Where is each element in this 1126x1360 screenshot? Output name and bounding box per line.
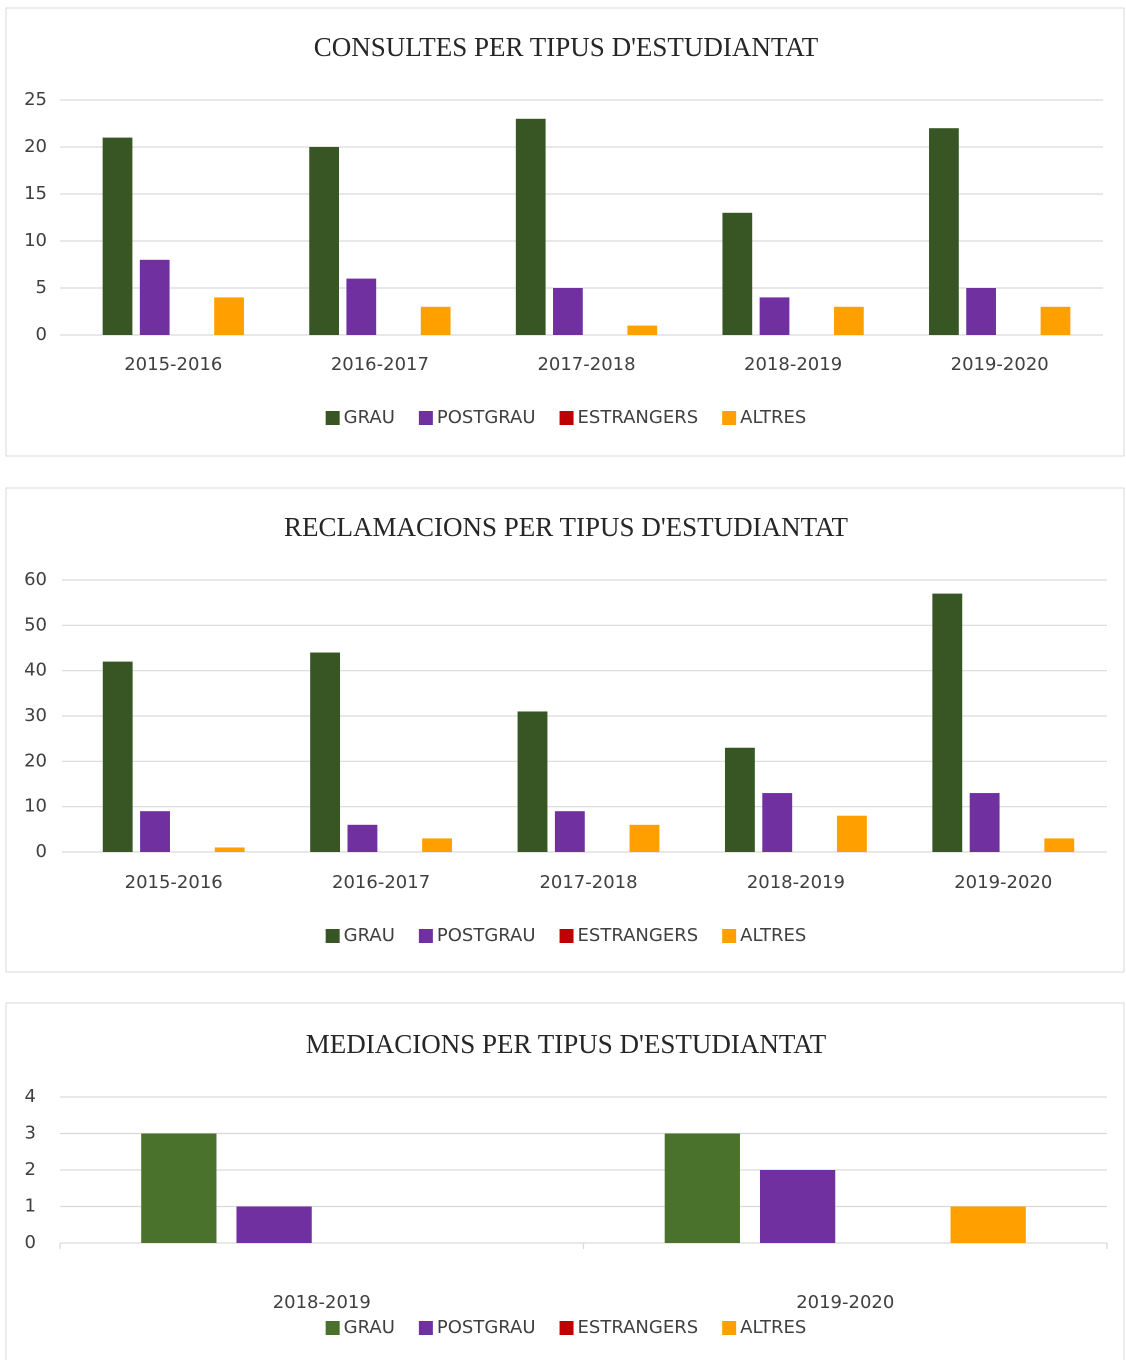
- x-tick-label: 2019-2020: [796, 1292, 894, 1313]
- legend-label: ALTRES: [740, 407, 806, 428]
- bar: [834, 306, 864, 335]
- y-tick-label: 40: [24, 660, 47, 681]
- y-tick-label: 0: [36, 324, 47, 345]
- y-tick-label: 25: [24, 89, 47, 110]
- legend-swatch: [559, 411, 574, 425]
- chart-title: CONSULTES PER TIPUS D'ESTUDIANTAT: [314, 32, 819, 62]
- y-tick-label: 2: [25, 1159, 36, 1180]
- bar: [966, 288, 996, 335]
- bar: [627, 325, 658, 335]
- bar: [517, 711, 548, 852]
- legend-swatch: [418, 1321, 433, 1335]
- y-tick-label: 60: [24, 569, 47, 590]
- y-tick-label: 50: [24, 614, 47, 635]
- chart-frame: [5, 7, 1125, 457]
- x-tick-label: 2018-2019: [273, 1292, 371, 1313]
- x-tick-label: 2015-2016: [124, 354, 222, 375]
- legend-swatch: [722, 1321, 737, 1335]
- bar: [969, 793, 1000, 852]
- legend-label: ESTRANGERS: [578, 1317, 699, 1338]
- legend-label: POSTGRAU: [437, 407, 536, 428]
- y-tick-label: 15: [24, 183, 47, 204]
- bar: [515, 118, 546, 335]
- bar: [762, 793, 793, 852]
- legend-label: POSTGRAU: [437, 925, 536, 946]
- x-tick-label: 2018-2019: [747, 872, 845, 893]
- bar: [347, 824, 378, 852]
- chart-title: RECLAMACIONS PER TIPUS D'ESTUDIANTAT: [284, 512, 849, 542]
- x-tick-label: 2016-2017: [331, 354, 429, 375]
- x-tick-label: 2017-2018: [537, 354, 635, 375]
- legend-label: POSTGRAU: [437, 1317, 536, 1338]
- bar: [102, 137, 133, 335]
- y-tick-label: 10: [24, 796, 47, 817]
- bar: [422, 838, 453, 852]
- bar: [836, 815, 867, 852]
- legend-label: GRAU: [344, 1317, 395, 1338]
- bar: [664, 1133, 740, 1243]
- bar: [629, 824, 660, 852]
- y-tick-label: 20: [24, 750, 47, 771]
- legend-label: ALTRES: [740, 925, 806, 946]
- chart-frame: [5, 487, 1125, 973]
- bar: [932, 593, 963, 852]
- y-tick-label: 10: [24, 230, 47, 251]
- chart-title: MEDIACIONS PER TIPUS D'ESTUDIANTAT: [306, 1029, 827, 1059]
- legend-swatch: [722, 411, 737, 425]
- legend-swatch: [722, 929, 737, 943]
- chart-frame: [5, 1002, 1125, 1360]
- legend-swatch: [559, 1321, 574, 1335]
- x-tick-label: 2019-2020: [951, 354, 1049, 375]
- legend-swatch: [559, 929, 574, 943]
- x-tick-label: 2017-2018: [539, 872, 637, 893]
- legend-label: GRAU: [344, 925, 395, 946]
- legend-label: ESTRANGERS: [578, 407, 699, 428]
- bar: [553, 288, 583, 335]
- bar: [102, 661, 133, 852]
- legend-swatch: [418, 411, 433, 425]
- y-tick-label: 1: [25, 1196, 36, 1217]
- bar: [140, 811, 170, 852]
- bar: [722, 212, 753, 335]
- bar: [309, 147, 339, 335]
- x-tick-label: 2019-2020: [954, 872, 1052, 893]
- bar: [759, 297, 790, 335]
- bar: [141, 1133, 217, 1243]
- legend-swatch: [325, 411, 340, 425]
- legend-label: GRAU: [344, 407, 395, 428]
- x-tick-label: 2016-2017: [332, 872, 430, 893]
- bar: [929, 128, 959, 335]
- legend-label: ALTRES: [740, 1317, 806, 1338]
- legend-label: ESTRANGERS: [578, 925, 699, 946]
- bar: [759, 1170, 836, 1243]
- y-tick-label: 0: [36, 841, 47, 862]
- x-tick-label: 2018-2019: [744, 354, 842, 375]
- bar: [139, 259, 170, 335]
- bar: [724, 747, 755, 852]
- bar: [950, 1206, 1026, 1243]
- bar: [420, 306, 451, 335]
- legend-swatch: [325, 1321, 340, 1335]
- y-tick-label: 30: [24, 705, 47, 726]
- bar: [214, 297, 244, 335]
- y-tick-label: 3: [25, 1123, 36, 1144]
- bar: [310, 652, 341, 852]
- legend-swatch: [418, 929, 433, 943]
- y-tick-label: 20: [24, 136, 47, 157]
- bar: [214, 847, 245, 852]
- bar: [554, 811, 585, 852]
- y-tick-label: 5: [36, 277, 47, 298]
- legend-swatch: [325, 929, 340, 943]
- y-tick-label: 4: [25, 1086, 36, 1107]
- bar: [1044, 838, 1075, 852]
- bar: [346, 278, 377, 335]
- bar: [1040, 306, 1071, 335]
- x-tick-label: 2015-2016: [125, 872, 223, 893]
- bar: [236, 1206, 312, 1243]
- y-tick-label: 0: [25, 1232, 36, 1253]
